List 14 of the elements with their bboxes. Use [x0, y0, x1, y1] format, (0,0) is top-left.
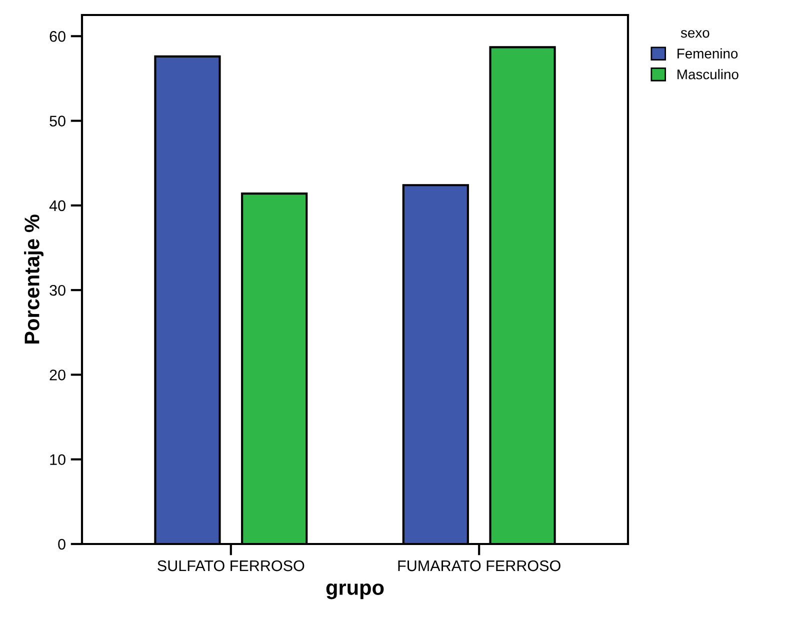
- x-tick-label: SULFATO FERROSO: [158, 560, 304, 572]
- legend-label: Masculino: [678, 69, 738, 80]
- y-tick-label: 0: [58, 538, 66, 550]
- x-tick-label: FUMARATO FERROSO: [398, 560, 560, 572]
- y-tick-label: 50: [50, 116, 66, 126]
- y-tick-label: 60: [50, 31, 66, 42]
- y-tick-label: 20: [50, 370, 66, 380]
- y-tick-label: 30: [50, 284, 66, 296]
- x-axis-title: grupo: [326, 584, 384, 600]
- legend-title: sexo: [680, 30, 710, 38]
- legend-label: Femenino: [678, 48, 738, 58]
- y-axis-title: Porcentaje %: [24, 214, 44, 344]
- y-tick-label: 10: [50, 454, 66, 466]
- y-tick-label: 40: [49, 200, 66, 212]
